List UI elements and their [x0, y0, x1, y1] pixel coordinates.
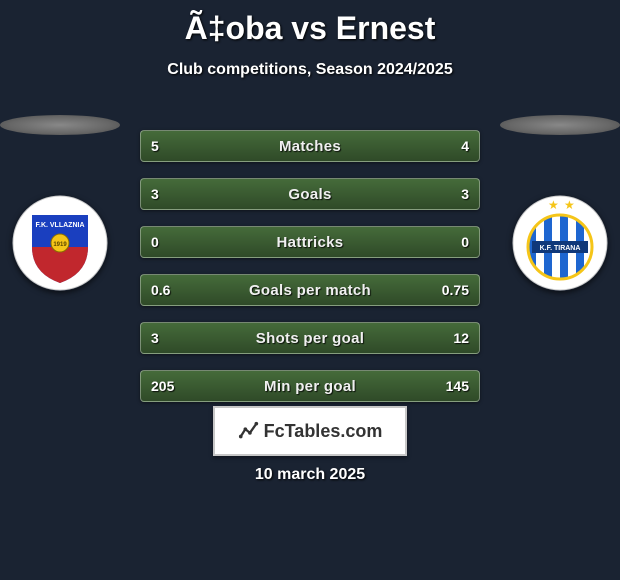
- stats-table: 5 Matches 4 3 Goals 3 0 Hattricks 0 0.6 Goals per …: [140, 130, 480, 418]
- stat-right-value: 12: [453, 330, 469, 346]
- stat-label: Goals: [288, 186, 331, 203]
- stat-right-value: 4: [461, 138, 469, 154]
- club-crest-left: F.K. VLLAZNIA 1919: [12, 195, 108, 291]
- stat-row: 3 Shots per goal 12: [140, 322, 480, 354]
- stat-left-value: 0: [151, 234, 159, 250]
- stat-row: 205 Min per goal 145: [140, 370, 480, 402]
- stat-left-value: 205: [151, 378, 174, 394]
- stat-left-value: 3: [151, 186, 159, 202]
- stat-left-value: 5: [151, 138, 159, 154]
- subtitle: Club competitions, Season 2024/2025: [0, 61, 620, 79]
- club-crest-right: ★ ★ K.F. TIRANA: [512, 195, 608, 291]
- svg-text:★: ★: [548, 198, 559, 212]
- stat-row: 0.6 Goals per match 0.75: [140, 274, 480, 306]
- brand-badge[interactable]: FcTables.com: [213, 406, 407, 456]
- player-left-panel: F.K. VLLAZNIA 1919: [0, 105, 120, 291]
- shield-icon: ★ ★ K.F. TIRANA: [512, 195, 608, 291]
- stat-label: Matches: [279, 138, 341, 155]
- shield-icon: F.K. VLLAZNIA 1919: [12, 195, 108, 291]
- player-right-panel: ★ ★ K.F. TIRANA: [500, 105, 620, 291]
- chart-icon: [238, 420, 260, 442]
- page-title: Ã‡oba vs Ernest: [0, 10, 620, 47]
- stat-row: 3 Goals 3: [140, 178, 480, 210]
- svg-text:K.F. TIRANA: K.F. TIRANA: [540, 245, 581, 252]
- stat-right-value: 0.75: [442, 282, 469, 298]
- stat-right-value: 145: [446, 378, 469, 394]
- footer-date: 10 march 2025: [0, 466, 620, 484]
- stat-row: 5 Matches 4: [140, 130, 480, 162]
- svg-text:★: ★: [564, 198, 575, 212]
- stat-label: Shots per goal: [256, 330, 364, 347]
- player-left-silhouette: [0, 115, 120, 135]
- svg-text:F.K. VLLAZNIA: F.K. VLLAZNIA: [36, 222, 85, 229]
- player-right-silhouette: [500, 115, 620, 135]
- stat-label: Goals per match: [249, 282, 371, 299]
- stat-left-value: 0.6: [151, 282, 170, 298]
- svg-text:1919: 1919: [53, 242, 67, 248]
- brand-text: FcTables.com: [264, 421, 383, 442]
- stat-right-value: 0: [461, 234, 469, 250]
- stat-right-value: 3: [461, 186, 469, 202]
- stat-row: 0 Hattricks 0: [140, 226, 480, 258]
- stat-left-value: 3: [151, 330, 159, 346]
- stat-label: Min per goal: [264, 378, 356, 395]
- stat-label: Hattricks: [277, 234, 344, 251]
